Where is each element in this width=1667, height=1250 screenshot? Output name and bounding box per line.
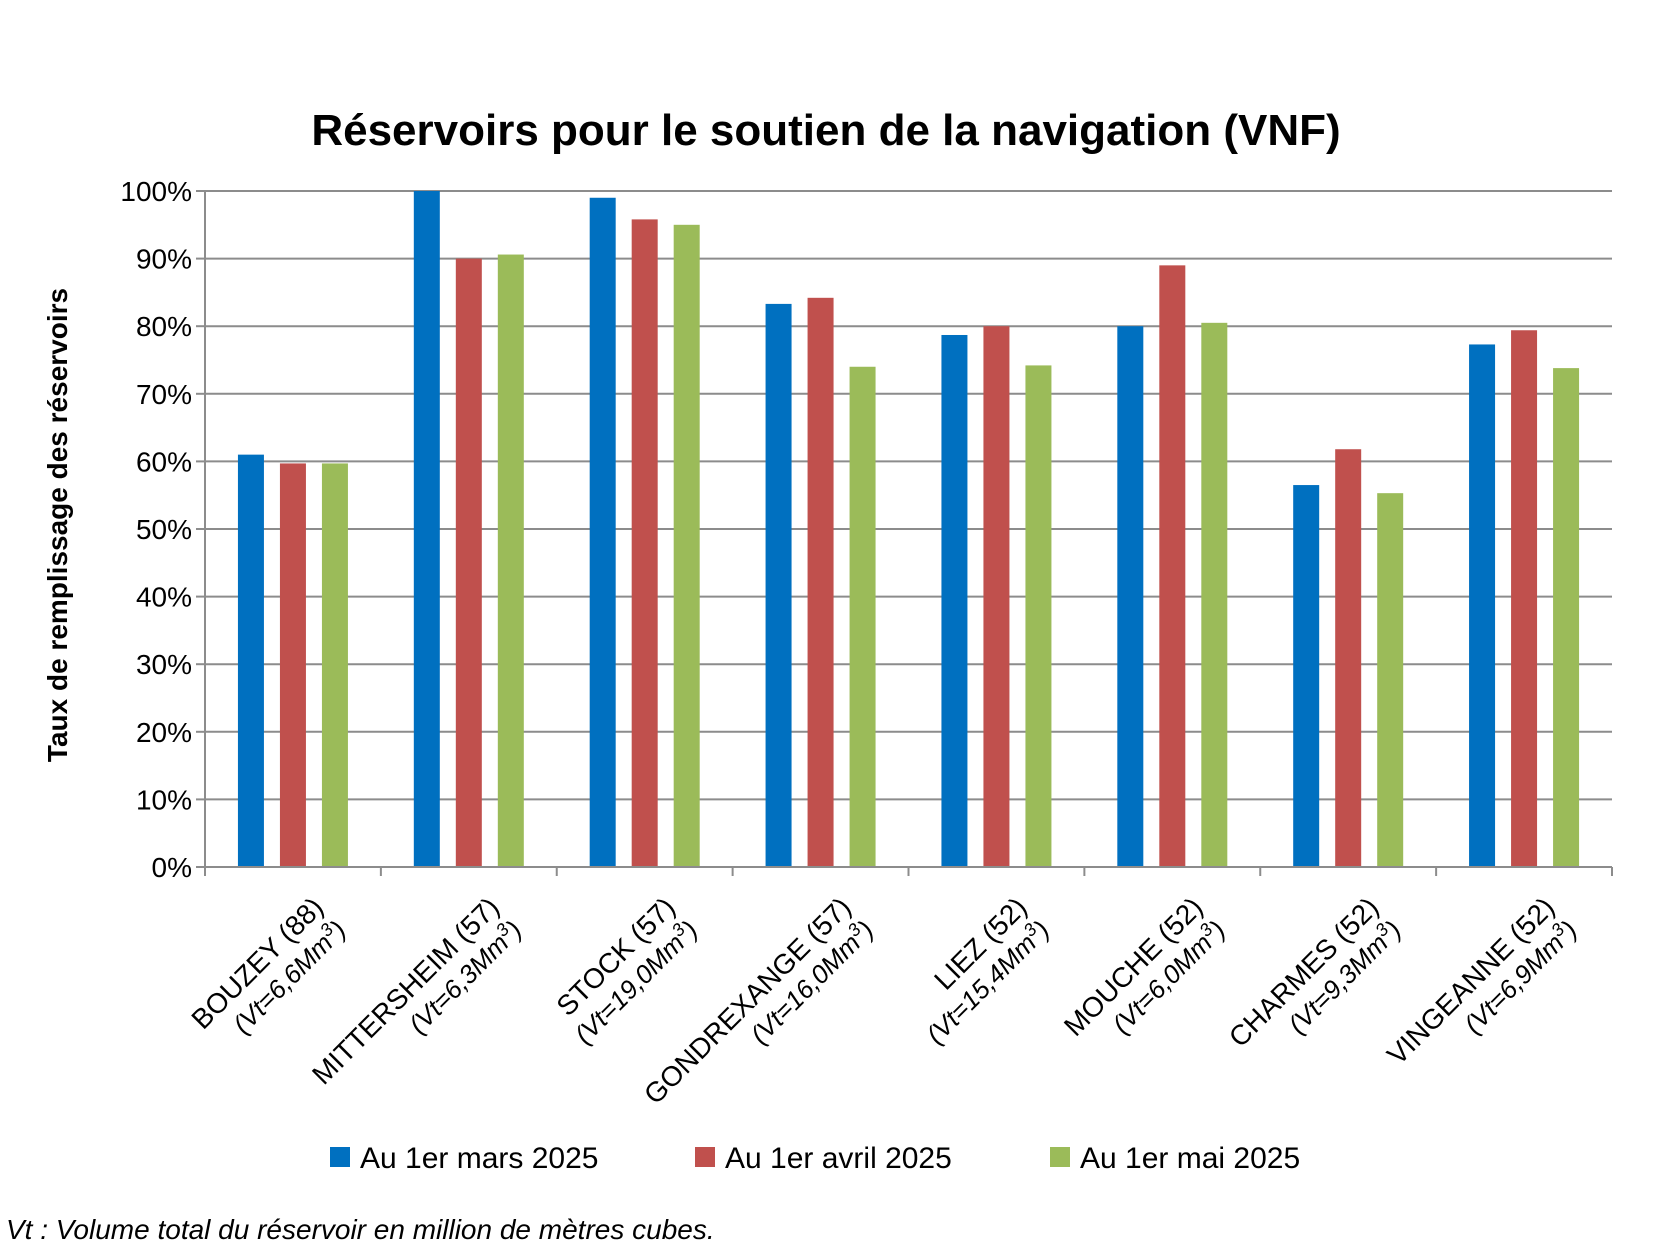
- legend: Au 1er mars 2025 Au 1er avril 2025 Au 1er …: [330, 1142, 1300, 1175]
- y-tick-label: 0%: [152, 852, 192, 883]
- x-tick-label: BOUZEY (88)(Vt=6,6Mm3): [185, 891, 351, 1039]
- legend-swatch: [330, 1147, 350, 1167]
- bar-avril: [631, 219, 658, 868]
- bar-mai: [849, 366, 876, 867]
- axes: [204, 191, 1613, 876]
- legend-label: Au 1er avril 2025: [725, 1142, 952, 1175]
- y-tick-label: 40%: [136, 582, 192, 613]
- x-tick-label: STOCK (57)(Vt=19,0Mm3): [550, 891, 703, 1049]
- bar-mai: [1025, 365, 1052, 867]
- chart-title: Réservoirs pour le soutien de la navigat…: [311, 106, 1340, 155]
- bar-mars: [237, 454, 264, 867]
- legend-label: Au 1er mars 2025: [360, 1142, 598, 1175]
- bar-mai: [497, 254, 524, 867]
- bar-avril: [983, 326, 1010, 867]
- bar-avril: [279, 463, 306, 867]
- bar-avril: [1335, 449, 1362, 867]
- x-axis-labels: BOUZEY (88)(Vt=6,6Mm3)MITTERSHEIM (57)(V…: [185, 891, 1583, 1110]
- bar-mars: [941, 334, 968, 867]
- bar-mars: [1293, 485, 1320, 867]
- y-tick-label: 80%: [136, 311, 192, 342]
- y-tick-label: 70%: [136, 379, 192, 410]
- y-tick-label: 100%: [120, 176, 192, 207]
- bar-mai: [673, 224, 700, 868]
- bar-mars: [413, 191, 440, 867]
- bar-mars: [1117, 326, 1144, 867]
- x-tick-label: MOUCHE (52)(Vt=6,0Mm3): [1058, 891, 1231, 1042]
- footnote: Vt : Volume total du réservoir en millio…: [6, 1214, 715, 1245]
- legend-swatch: [695, 1147, 715, 1167]
- bar-avril: [1511, 330, 1538, 868]
- legend-swatch: [1050, 1147, 1070, 1167]
- bar-mai: [1553, 368, 1580, 867]
- y-axis-ticks: 0% 10% 20% 30% 40% 50% 60% 70% 80% 90% 100%: [120, 176, 205, 883]
- bar-mars: [1469, 344, 1496, 867]
- y-axis-label: Taux de remplissage des réservoirs: [42, 288, 73, 762]
- bar-avril: [455, 258, 482, 868]
- bar-mars: [765, 303, 792, 868]
- x-tick-label: CHARMES (52)(Vt=9,3Mm3): [1223, 891, 1407, 1053]
- bar-mai: [1377, 493, 1404, 867]
- bars: [237, 191, 1580, 868]
- y-tick-label: 90%: [136, 244, 192, 275]
- y-tick-label: 30%: [136, 649, 192, 680]
- bar-mai: [321, 463, 348, 867]
- x-tick-label: VINGEANNE (52)(Vt=6,9Mm3): [1381, 891, 1583, 1070]
- y-tick-label: 60%: [136, 446, 192, 477]
- bar-avril: [807, 297, 834, 868]
- bar-mars: [589, 197, 616, 867]
- y-tick-label: 10%: [136, 784, 192, 815]
- bar-avril: [1159, 265, 1186, 867]
- y-tick-label: 50%: [136, 514, 192, 545]
- legend-label: Au 1er mai 2025: [1080, 1142, 1300, 1175]
- x-tick-label: LIEZ (52)(Vt=15,4Mm3): [920, 891, 1055, 1049]
- y-tick-label: 20%: [136, 717, 192, 748]
- bar-mai: [1201, 322, 1228, 867]
